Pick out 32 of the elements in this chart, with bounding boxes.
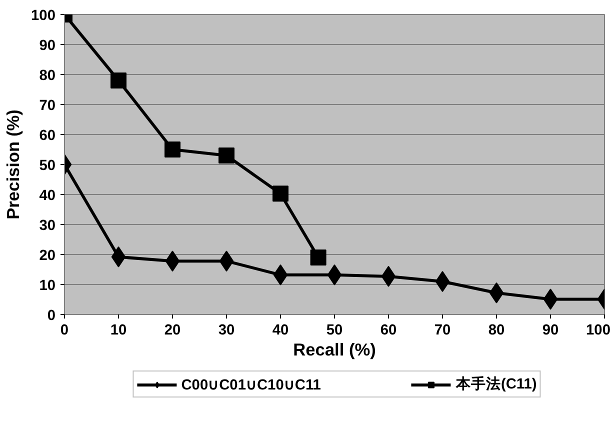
x-tick-label: 100	[586, 322, 611, 338]
x-axis-title: Recall (%)	[293, 340, 376, 360]
y-tick-label: 20	[39, 248, 56, 264]
x-tick-label: 90	[542, 322, 559, 338]
point	[310, 250, 326, 266]
x-tick-label: 80	[488, 322, 505, 338]
point	[435, 271, 450, 292]
y-tick-label: 80	[39, 68, 56, 84]
point	[218, 148, 234, 164]
y-tick-label: 60	[39, 128, 56, 144]
y-tick-label: 50	[39, 158, 56, 174]
point	[110, 72, 126, 88]
y-tick-label: 30	[39, 218, 56, 234]
x-tick-label: 10	[110, 322, 127, 338]
point	[164, 142, 180, 158]
y-tick-label: 100	[31, 8, 56, 24]
x-tick-label: 30	[218, 322, 235, 338]
point	[272, 186, 288, 202]
y-tick-label: 40	[39, 188, 56, 204]
y-tick-label: 70	[39, 98, 56, 114]
y-tick-label: 90	[39, 38, 56, 54]
x-tick-label: 0	[60, 322, 69, 338]
x-tick-label: 60	[380, 322, 397, 338]
y-tick-label: 0	[47, 308, 56, 324]
x-tick-label: 70	[434, 322, 451, 338]
x-tick-label: 50	[326, 322, 343, 338]
legend-label: 本手法(C11)	[456, 375, 537, 394]
y-axis-title: Precision (%)	[3, 110, 24, 220]
x-tick-label: 20	[164, 322, 181, 338]
x-tick-label: 40	[272, 322, 289, 338]
y-tick-label: 10	[39, 278, 56, 294]
legend-label: C00∪C01∪C10∪C11	[181, 376, 321, 393]
